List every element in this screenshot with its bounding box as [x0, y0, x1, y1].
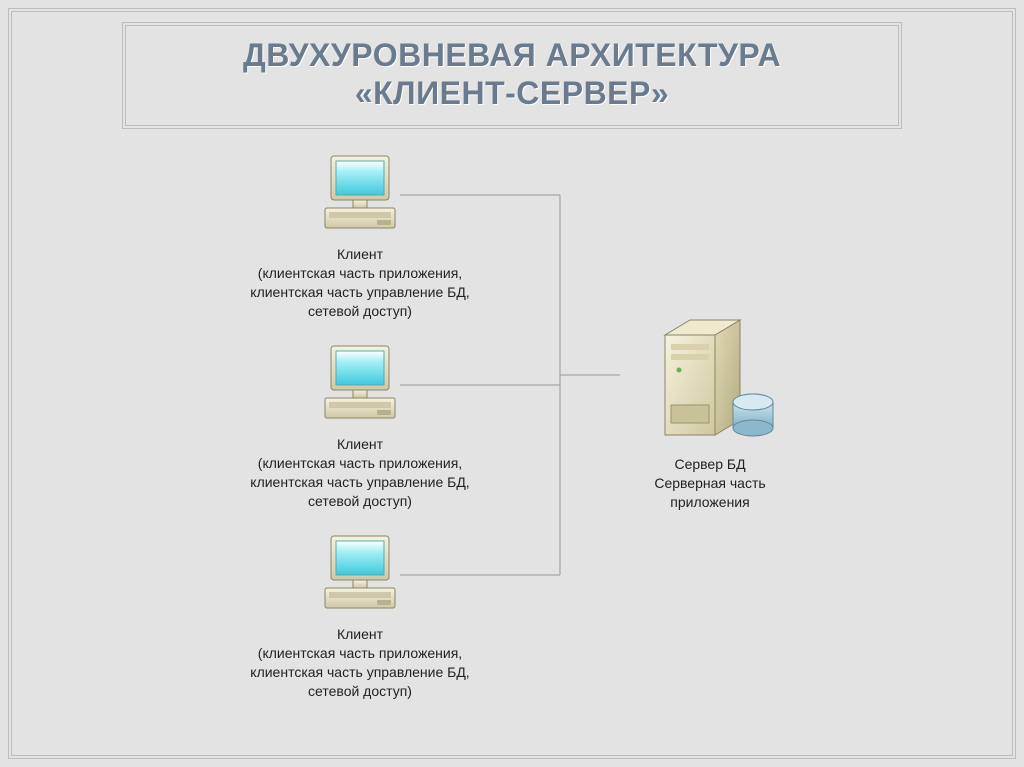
title-line-2: «КЛИЕНТ-СЕРВЕР» — [146, 74, 878, 112]
client-node-3: Клиент (клиентская часть приложения, кли… — [230, 530, 490, 701]
client-label-2: Клиент (клиентская часть приложения, кли… — [230, 435, 490, 511]
title-line-1: ДВУХУРОВНЕВАЯ АРХИТЕКТУРА — [146, 36, 878, 74]
computer-icon — [315, 150, 405, 240]
connector-lines — [0, 140, 1024, 767]
server-icon — [635, 310, 785, 450]
computer-icon — [315, 340, 405, 430]
title-box: ДВУХУРОВНЕВАЯ АРХИТЕКТУРА «КЛИЕНТ-СЕРВЕР… — [122, 22, 902, 129]
server-label: Сервер БД Серверная часть приложения — [610, 455, 810, 512]
client-node-2: Клиент (клиентская часть приложения, кли… — [230, 340, 490, 511]
client-node-1: Клиент (клиентская часть приложения, кли… — [230, 150, 490, 321]
client-label-3: Клиент (клиентская часть приложения, кли… — [230, 625, 490, 701]
client-label-1: Клиент (клиентская часть приложения, кли… — [230, 245, 490, 321]
server-node: Сервер БД Серверная часть приложения — [610, 310, 810, 512]
diagram-area: Клиент (клиентская часть приложения, кли… — [0, 140, 1024, 767]
computer-icon — [315, 530, 405, 620]
